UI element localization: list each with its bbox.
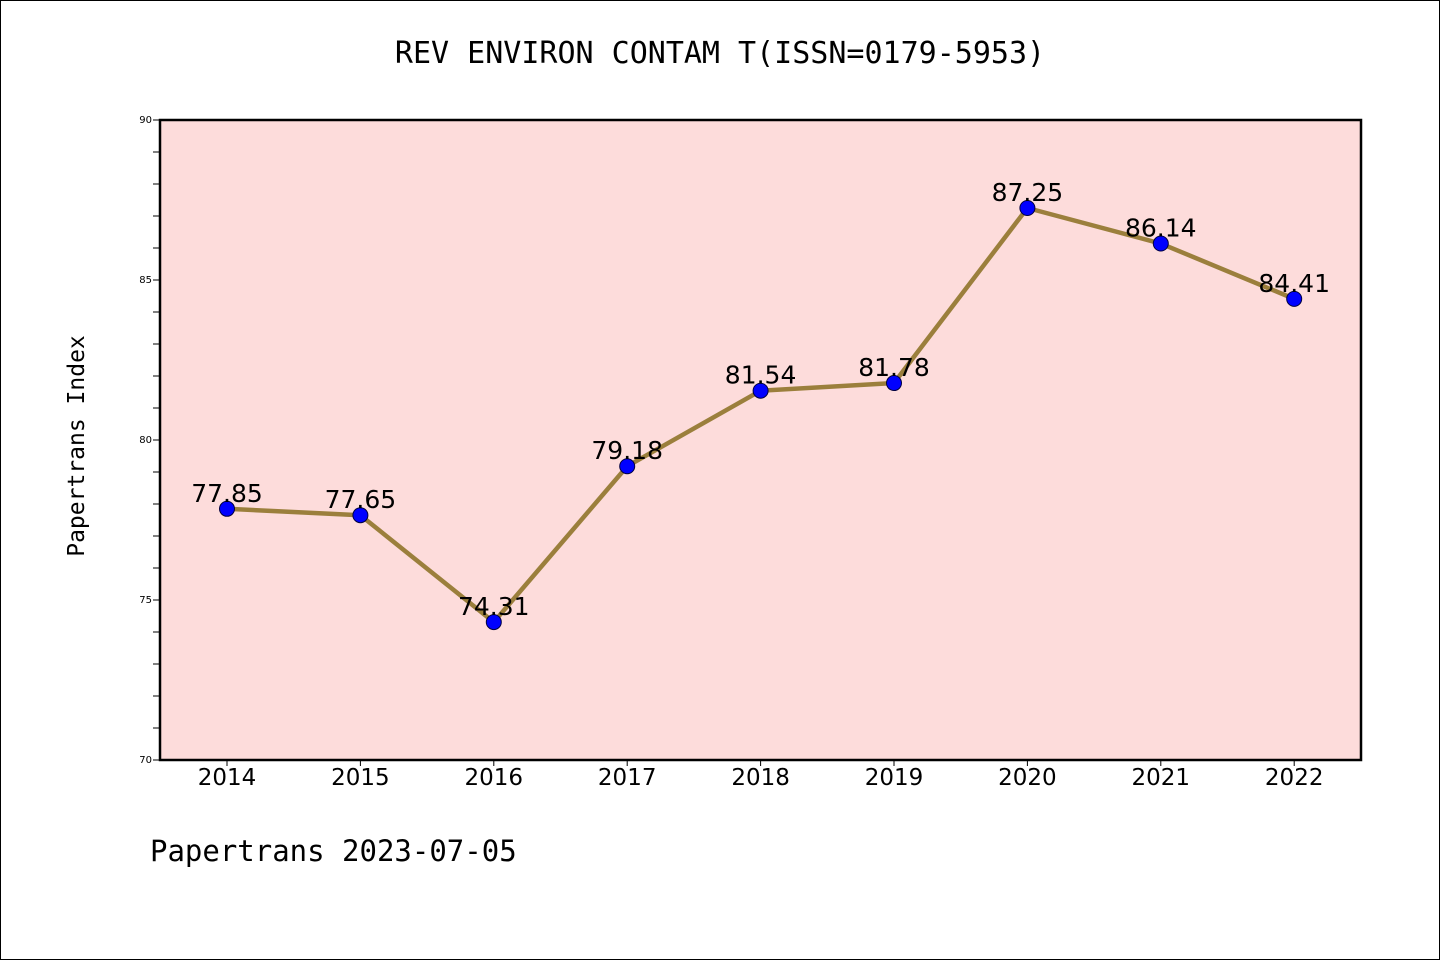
data-point: [485, 614, 502, 631]
data-point: [1019, 200, 1036, 216]
x-tick-label: 2021: [1132, 765, 1191, 791]
data-label: 79.18: [591, 436, 663, 465]
plot-border: [158, 118, 1363, 762]
y-tick-label: 70: [139, 755, 152, 766]
x-tick-label: 2019: [865, 765, 924, 791]
data-label: 74.31: [458, 592, 530, 621]
data-labels: 77.85 77.65 74.31 79.18 81.54 81.78 87.25 86.14…: [191, 178, 1330, 621]
data-point: [1152, 235, 1169, 252]
data-label: 81.78: [858, 353, 930, 382]
x-tick-label: 2020: [998, 765, 1057, 791]
x-tick-label: 2017: [598, 765, 657, 791]
x-axis-ticks: 2014 2015 2016 2017 2018 2019 2020 2021 2022: [198, 760, 1324, 791]
y-tick-label: 90: [139, 115, 152, 126]
data-point: [1286, 290, 1303, 307]
footer-note: Papertrans 2023-07-05: [150, 834, 517, 868]
x-tick-label: 2014: [198, 765, 257, 791]
data-label: 77.65: [325, 485, 397, 514]
y-axis-ticks: 70 75 80 85 90: [139, 115, 160, 766]
x-tick-label: 2016: [465, 765, 524, 791]
x-tick-label: 2022: [1265, 765, 1324, 791]
plot-area: [160, 120, 1361, 760]
data-point: [219, 500, 235, 517]
y-tick-label: 85: [139, 275, 152, 286]
y-tick-label: 80: [139, 435, 152, 446]
data-point: [752, 382, 769, 399]
x-tick-label: 2015: [331, 765, 390, 791]
data-point: [619, 458, 636, 475]
data-label: 84.41: [1258, 269, 1330, 298]
data-label: 77.85: [191, 479, 263, 508]
x-tick-label: 2018: [731, 765, 790, 791]
data-markers: [219, 200, 1303, 631]
y-tick-label: 75: [139, 595, 152, 606]
data-label: 87.25: [992, 178, 1064, 207]
data-point: [886, 375, 902, 392]
data-point: [352, 507, 369, 524]
data-label: 86.14: [1125, 214, 1197, 243]
chart-title: REV ENVIRON CONTAM T(ISSN=0179-5953): [394, 36, 1046, 71]
data-label: 81.54: [725, 361, 797, 390]
